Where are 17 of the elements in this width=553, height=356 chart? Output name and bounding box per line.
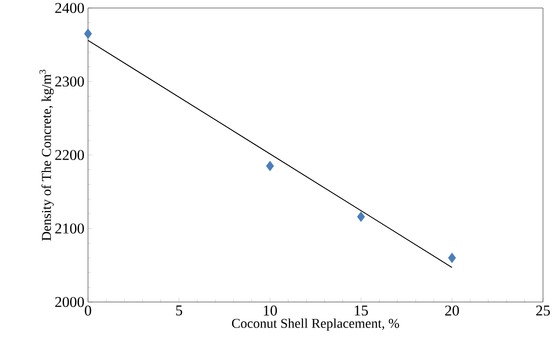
point — [266, 160, 274, 172]
y-tick-label: 2100 — [55, 223, 84, 234]
x-tick-label: 20 — [445, 306, 459, 316]
point — [84, 28, 92, 39]
x-tick-label: 25 — [536, 306, 550, 316]
point — [448, 252, 456, 264]
x-tick-label: 0 — [84, 306, 92, 316]
point — [357, 212, 365, 222]
y-tick-label: 2000 — [55, 296, 84, 308]
x-tick-label: 15 — [354, 306, 368, 316]
x-tick-label: 5 — [176, 306, 182, 316]
x-axis-title: Coconut Shell Replacement, % — [232, 318, 400, 331]
y-tick-label: 2200 — [55, 150, 84, 160]
y-tick-label: 2400 — [55, 2, 84, 14]
y-axis-title: Density of The Concrete, kg/m$^{3}$ — [39, 70, 54, 241]
x-tick-label: 10 — [264, 306, 277, 316]
y-tick-label: 2300 — [55, 76, 84, 87]
